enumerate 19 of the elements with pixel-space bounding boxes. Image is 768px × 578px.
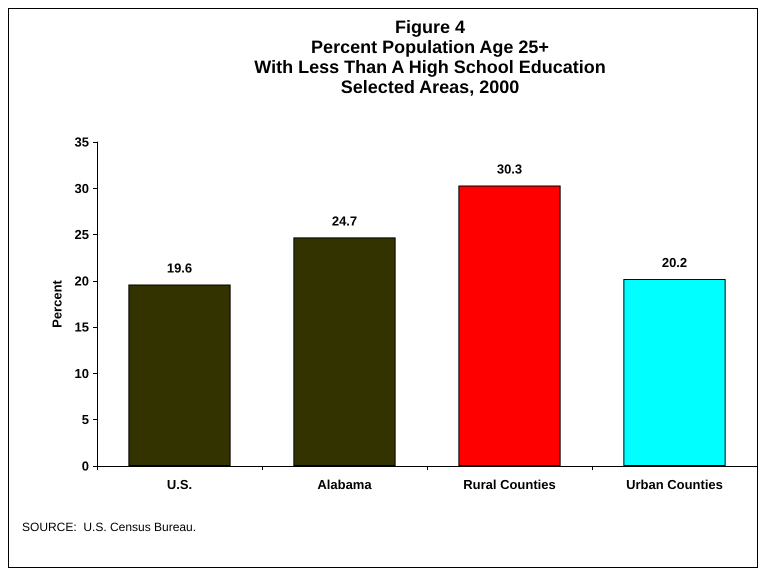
chart-title: Figure 4 Percent Population Age 25+ With Less Than A High School Education Selected Areas, 2000 bbox=[254, 17, 606, 97]
data-label: 20.2 bbox=[662, 255, 688, 270]
x-tick-label: Urban Counties bbox=[626, 477, 723, 492]
data-label: 19.6 bbox=[166, 260, 192, 276]
y-tick-label: 10 bbox=[74, 366, 89, 381]
y-tick-label: 0 bbox=[82, 458, 89, 474]
y-axis-title: Percent bbox=[50, 279, 65, 328]
y-tick-label: 35 bbox=[74, 134, 89, 150]
x-tick-label: U.S. bbox=[166, 477, 192, 492]
source-note: SOURCE: U.S. Census Bureau. bbox=[22, 520, 196, 534]
y-tick-label: 5 bbox=[82, 412, 89, 428]
x-tick-label: Rural Counties bbox=[463, 477, 556, 492]
y-tick-label: 30 bbox=[74, 180, 89, 196]
y-tick-label: 20 bbox=[74, 273, 89, 288]
y-tick-label: 25 bbox=[74, 227, 89, 242]
x-tick-label: Alabama bbox=[317, 477, 372, 492]
y-tick-label: 15 bbox=[74, 320, 89, 335]
data-label: 24.7 bbox=[332, 213, 358, 228]
data-label: 30.3 bbox=[496, 162, 522, 177]
